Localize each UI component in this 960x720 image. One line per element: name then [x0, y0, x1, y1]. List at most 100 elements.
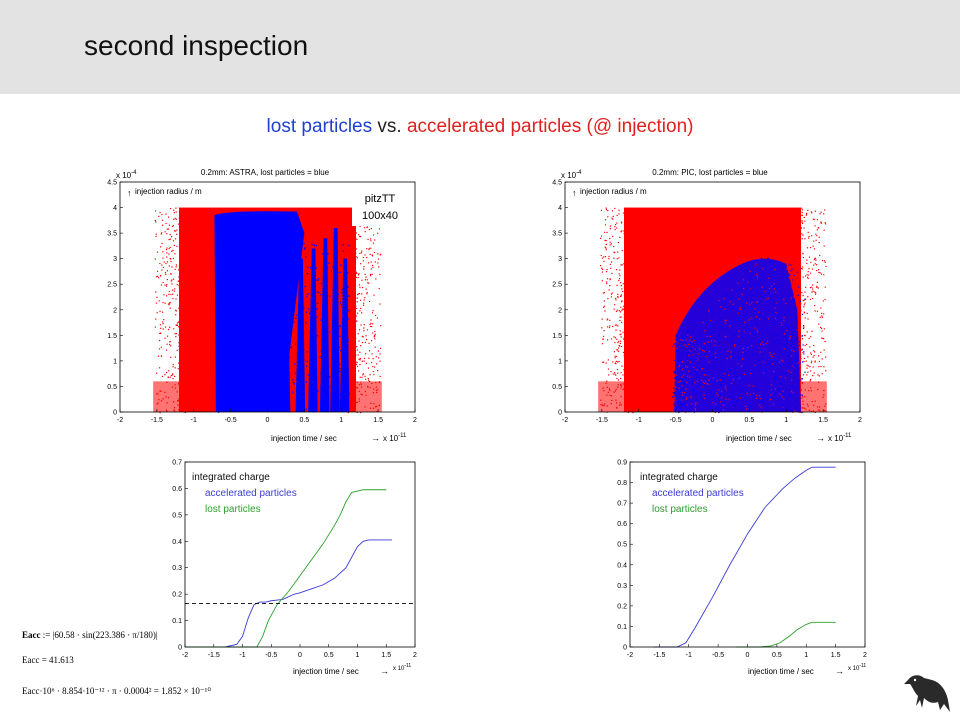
lost-particle — [794, 410, 796, 412]
accelerated-particle — [610, 243, 613, 245]
lost-particle — [733, 388, 736, 391]
lost-particle — [237, 243, 239, 245]
accelerated-particle — [615, 324, 618, 326]
accelerated-particle — [619, 334, 621, 336]
lost-particle — [285, 344, 287, 346]
accelerated-particle — [796, 256, 798, 258]
accelerated-particle — [624, 297, 626, 299]
lost-particle — [775, 376, 777, 378]
lost-particle — [789, 273, 791, 276]
accelerated-particle — [182, 295, 185, 298]
accelerated-particle — [175, 230, 177, 232]
accelerated-particle — [607, 368, 610, 370]
accelerated-particle — [348, 359, 350, 361]
accelerated-particle — [605, 240, 607, 242]
lost-particle — [786, 340, 788, 342]
accelerated-particle — [622, 283, 625, 285]
accelerated-particle — [351, 264, 353, 266]
accelerated-particle — [180, 348, 182, 350]
accelerated-particle — [172, 257, 174, 260]
accelerated-particle — [619, 282, 622, 284]
lost-particle — [286, 267, 288, 269]
lost-particle — [739, 389, 742, 391]
accelerated-particle — [173, 290, 175, 292]
accelerated-particle — [166, 233, 168, 235]
accelerated-particle — [357, 274, 360, 276]
accelerated-particle — [624, 306, 626, 308]
accelerated-particle — [166, 228, 168, 230]
accelerated-particle — [352, 309, 354, 311]
accelerated-particle — [626, 337, 628, 339]
lost-particle — [770, 277, 772, 280]
lost-particle — [672, 345, 674, 347]
lost-particle — [793, 296, 795, 298]
y-tick-label: 0.5 — [617, 542, 627, 549]
lost-particle — [757, 302, 759, 305]
lost-particle — [710, 381, 712, 383]
lost-particle — [801, 348, 803, 350]
lost-particle — [779, 320, 781, 323]
lost-particle — [673, 370, 675, 372]
lost-particle — [218, 223, 220, 226]
lost-particle — [801, 291, 803, 294]
x-axis-label: injection time / sec — [748, 667, 814, 676]
accelerated-particle — [353, 322, 355, 324]
accelerated-particle — [629, 223, 631, 225]
accelerated-particle — [801, 209, 804, 211]
lost-particle — [305, 365, 308, 367]
lost-particle — [220, 246, 223, 249]
lost-particle — [316, 291, 318, 293]
accelerated-particle — [356, 272, 358, 275]
accelerated-particle — [173, 218, 175, 220]
lost-particle — [804, 317, 806, 319]
lost-particle — [746, 392, 748, 395]
accelerated-particle — [165, 262, 167, 265]
lost-particle — [253, 406, 256, 408]
accelerated-particle — [602, 338, 604, 340]
accelerated-particle — [174, 217, 176, 220]
lost-particle — [325, 342, 327, 345]
accelerated-particle — [363, 324, 365, 326]
accelerated-particle — [174, 238, 177, 240]
accelerated-particle — [806, 367, 808, 369]
accelerated-particle — [357, 354, 359, 356]
lost-particle — [334, 277, 337, 280]
accelerated-particle — [820, 221, 822, 224]
lost-particle — [690, 366, 692, 368]
lost-particle — [755, 317, 758, 320]
accelerated-particle — [611, 210, 614, 212]
lost-particle — [787, 355, 790, 357]
lost-particle — [674, 377, 676, 380]
lost-particle — [799, 362, 801, 364]
lost-particle — [324, 255, 327, 257]
accelerated-particle — [184, 335, 186, 337]
lost-particle — [230, 263, 233, 266]
accelerated-particle — [349, 270, 352, 272]
lost-particle — [328, 262, 330, 264]
lost-particle — [675, 340, 677, 343]
lost-particle — [717, 407, 719, 410]
lost-particle — [722, 301, 724, 303]
lost-particle — [700, 378, 703, 381]
scatter-plot-astra: -2 -1.5 -1 -0.5 0 0.5 1 1.5 200.511.522.533.544.… — [107, 168, 417, 443]
lost-particle — [761, 400, 763, 403]
accelerated-particle — [356, 361, 358, 363]
lost-particle — [756, 352, 758, 354]
lost-particle — [787, 278, 789, 281]
lost-particle — [674, 371, 676, 373]
accelerated-particle — [617, 293, 619, 296]
accelerated-particle — [371, 273, 373, 275]
accelerated-particle — [185, 370, 187, 372]
lost-particle — [801, 411, 803, 414]
accelerated-particle — [618, 279, 620, 282]
accelerated-particle — [363, 302, 365, 304]
y-tick-label: 1.5 — [107, 333, 117, 340]
lost-particle — [254, 313, 256, 315]
accelerated-particle — [174, 356, 176, 358]
accelerated-particle — [631, 319, 634, 321]
lost-particle — [739, 306, 741, 309]
accelerated-particle — [818, 269, 820, 271]
accelerated-particle — [350, 299, 352, 301]
lost-particle — [682, 339, 684, 342]
lost-particle — [250, 255, 252, 257]
